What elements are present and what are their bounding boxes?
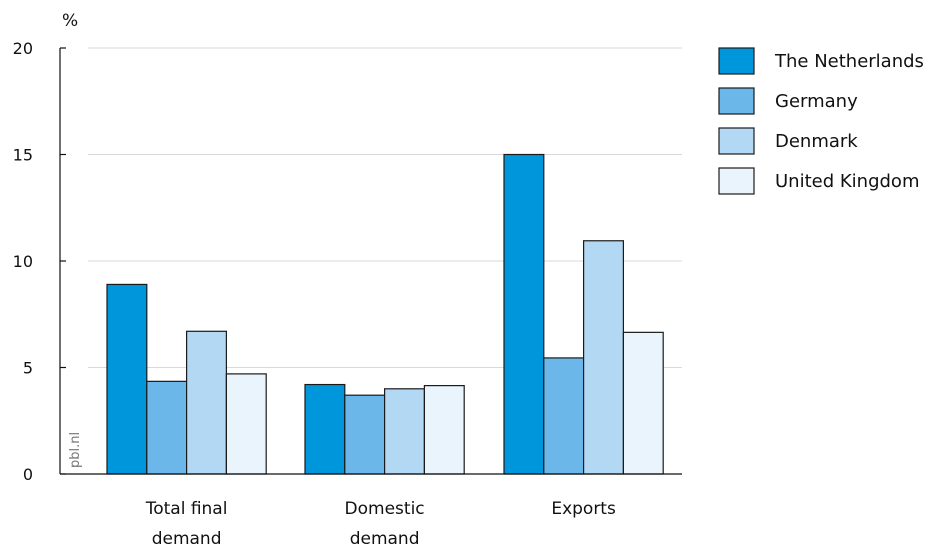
legend-swatch-0 xyxy=(718,47,755,75)
category-labels: Total final demand Domestic demand Exports xyxy=(145,499,616,548)
legend: The Netherlands Germany Denmark United King… xyxy=(718,47,924,195)
bar-united-kingdom-0 xyxy=(225,373,267,475)
y-unit-label: % xyxy=(62,11,78,31)
watermark: pbl.nl xyxy=(68,432,83,468)
category-label-2-0: Exports xyxy=(551,499,616,519)
bar-denmark-2 xyxy=(582,240,624,475)
bar-united-kingdom-2 xyxy=(622,331,664,475)
bar-the-netherlands-1 xyxy=(304,383,346,475)
legend-label-3: United Kingdom xyxy=(775,171,919,192)
y-tick-label-15: 15 xyxy=(13,146,33,165)
bar-united-kingdom-1 xyxy=(423,385,465,475)
bars xyxy=(106,153,664,475)
legend-swatch-3 xyxy=(718,167,755,195)
category-label-1-1: demand xyxy=(350,529,420,548)
y-tick-label-0: 0 xyxy=(23,465,33,484)
category-label-0-1: demand xyxy=(152,529,222,548)
legend-label-0: The Netherlands xyxy=(774,51,924,72)
legend-label-2: Denmark xyxy=(775,131,858,152)
bar-the-netherlands-0 xyxy=(106,283,148,475)
legend-swatch-1 xyxy=(718,87,755,115)
category-label-1-0: Domestic xyxy=(345,499,425,519)
bar-germany-0 xyxy=(146,380,188,475)
y-tick-label-10: 10 xyxy=(13,252,33,271)
bar-germany-2 xyxy=(543,357,585,475)
bar-germany-1 xyxy=(344,394,386,475)
bar-denmark-0 xyxy=(186,330,228,475)
bar-denmark-1 xyxy=(384,388,426,475)
y-tick-label-20: 20 xyxy=(13,39,33,58)
axes xyxy=(59,47,682,475)
legend-swatch-2 xyxy=(718,127,755,155)
legend-label-1: Germany xyxy=(775,91,858,112)
bar-the-netherlands-2 xyxy=(503,153,545,475)
y-tick-label-5: 5 xyxy=(23,359,33,378)
category-label-0-0: Total final xyxy=(145,499,228,519)
y-tick-labels: 0 5 10 15 20 xyxy=(13,39,33,484)
